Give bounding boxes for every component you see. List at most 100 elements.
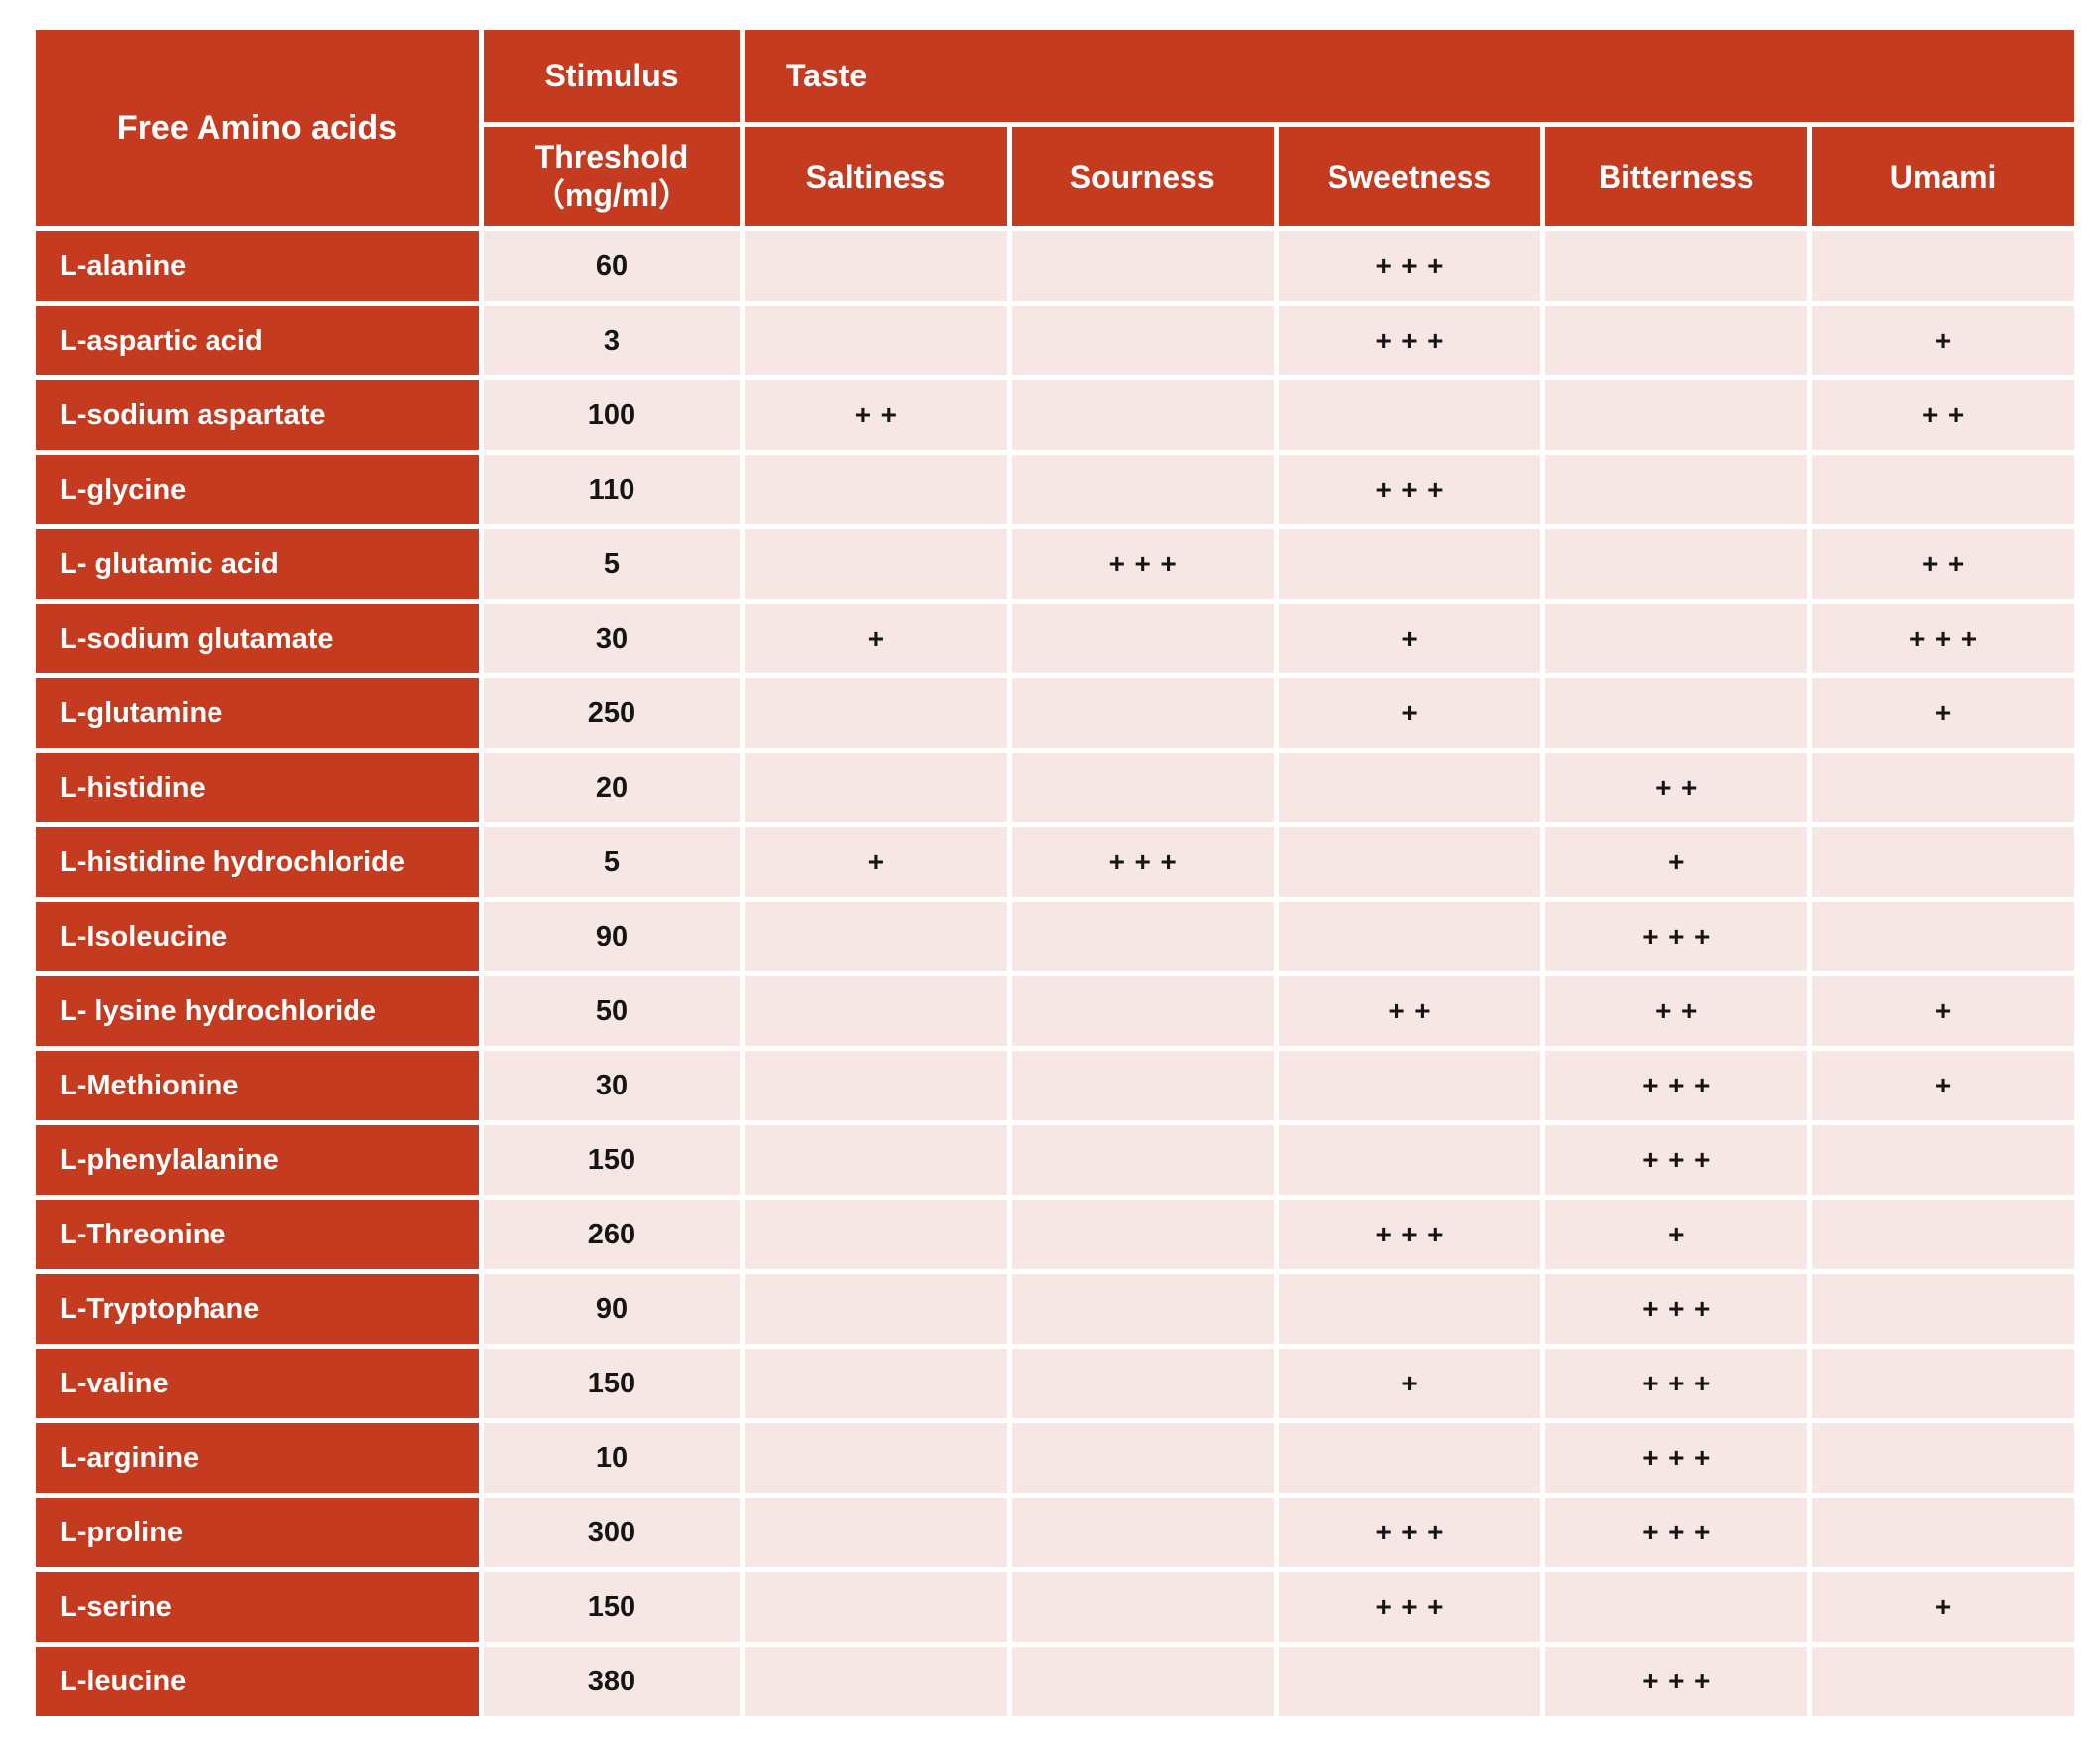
threshold-value: 90 bbox=[484, 1274, 740, 1344]
taste-cell-saltiness bbox=[745, 678, 1007, 748]
taste-cell-saltiness: + bbox=[745, 827, 1007, 897]
taste-cell-sourness bbox=[1011, 1647, 1274, 1716]
taste-cell-sweetness bbox=[1278, 380, 1541, 450]
taste-cell-umami bbox=[1812, 231, 2074, 301]
row-label: L-Methionine bbox=[36, 1051, 479, 1120]
row-label: L-sodium glutamate bbox=[36, 604, 479, 673]
amino-acid-taste-table: Free Amino acids Stimulus Taste Threshol… bbox=[36, 30, 2074, 1716]
taste-cell-bitterness: +++ bbox=[1545, 1647, 1808, 1716]
taste-cell-saltiness: + bbox=[745, 604, 1007, 673]
taste-cell-sourness bbox=[1011, 231, 1274, 301]
taste-cell-umami bbox=[1812, 827, 2074, 897]
taste-cell-sweetness: +++ bbox=[1278, 1572, 1541, 1642]
threshold-value: 5 bbox=[484, 827, 740, 897]
taste-cell-sourness bbox=[1011, 306, 1274, 375]
threshold-value: 250 bbox=[484, 678, 740, 748]
taste-cell-umami bbox=[1812, 1274, 2074, 1344]
taste-cell-sourness: +++ bbox=[1011, 827, 1274, 897]
threshold-value: 20 bbox=[484, 753, 740, 822]
taste-cell-sourness bbox=[1011, 1572, 1274, 1642]
row-label: L-Threonine bbox=[36, 1200, 479, 1269]
taste-cell-sweetness: + bbox=[1278, 678, 1541, 748]
row-label: L-proline bbox=[36, 1498, 479, 1567]
taste-cell-bitterness: ++ bbox=[1545, 976, 1808, 1046]
taste-cell-bitterness bbox=[1545, 380, 1808, 450]
taste-cell-sweetness bbox=[1278, 529, 1541, 599]
taste-cell-sourness bbox=[1011, 380, 1274, 450]
taste-cell-sweetness bbox=[1278, 1423, 1541, 1493]
column-header-saltiness: Saltiness bbox=[745, 127, 1007, 226]
taste-cell-bitterness bbox=[1545, 604, 1808, 673]
taste-cell-saltiness bbox=[745, 1349, 1007, 1418]
taste-cell-sourness bbox=[1011, 678, 1274, 748]
row-label: L-valine bbox=[36, 1349, 479, 1418]
taste-cell-saltiness bbox=[745, 753, 1007, 822]
taste-cell-umami bbox=[1812, 902, 2074, 971]
threshold-value: 150 bbox=[484, 1125, 740, 1195]
taste-cell-sourness bbox=[1011, 1498, 1274, 1567]
taste-cell-sweetness bbox=[1278, 1647, 1541, 1716]
taste-cell-sourness bbox=[1011, 1274, 1274, 1344]
row-label: L-phenylalanine bbox=[36, 1125, 479, 1195]
taste-cell-sweetness: ++ bbox=[1278, 976, 1541, 1046]
taste-cell-saltiness bbox=[745, 455, 1007, 524]
row-label: L-Isoleucine bbox=[36, 902, 479, 971]
row-label: L-alanine bbox=[36, 231, 479, 301]
taste-cell-bitterness bbox=[1545, 1572, 1808, 1642]
taste-cell-sourness bbox=[1011, 604, 1274, 673]
column-header-bitterness: Bitterness bbox=[1545, 127, 1808, 226]
column-header-umami: Umami bbox=[1812, 127, 2074, 226]
taste-cell-saltiness bbox=[745, 1498, 1007, 1567]
taste-cell-sweetness: +++ bbox=[1278, 306, 1541, 375]
threshold-value: 150 bbox=[484, 1349, 740, 1418]
taste-cell-sourness bbox=[1011, 1200, 1274, 1269]
taste-cell-sweetness: + bbox=[1278, 604, 1541, 673]
taste-cell-bitterness bbox=[1545, 678, 1808, 748]
taste-cell-umami bbox=[1812, 1349, 2074, 1418]
taste-cell-sweetness bbox=[1278, 1051, 1541, 1120]
row-label: L-glycine bbox=[36, 455, 479, 524]
taste-cell-bitterness: +++ bbox=[1545, 1125, 1808, 1195]
threshold-value: 3 bbox=[484, 306, 740, 375]
taste-cell-umami bbox=[1812, 1125, 2074, 1195]
taste-cell-saltiness bbox=[745, 1200, 1007, 1269]
taste-cell-saltiness bbox=[745, 976, 1007, 1046]
taste-cell-umami bbox=[1812, 1423, 2074, 1493]
taste-cell-sweetness: +++ bbox=[1278, 1200, 1541, 1269]
taste-cell-bitterness: + bbox=[1545, 827, 1808, 897]
taste-cell-sweetness bbox=[1278, 753, 1541, 822]
threshold-value: 380 bbox=[484, 1647, 740, 1716]
taste-cell-saltiness bbox=[745, 306, 1007, 375]
row-label: L-arginine bbox=[36, 1423, 479, 1493]
row-label: L-histidine hydrochloride bbox=[36, 827, 479, 897]
taste-cell-sourness bbox=[1011, 1125, 1274, 1195]
taste-cell-sweetness bbox=[1278, 1274, 1541, 1344]
taste-cell-umami bbox=[1812, 1647, 2074, 1716]
taste-cell-sweetness bbox=[1278, 827, 1541, 897]
taste-cell-umami bbox=[1812, 455, 2074, 524]
threshold-value: 5 bbox=[484, 529, 740, 599]
taste-cell-sweetness bbox=[1278, 902, 1541, 971]
taste-cell-saltiness bbox=[745, 1125, 1007, 1195]
taste-cell-saltiness: ++ bbox=[745, 380, 1007, 450]
row-label: L-glutamine bbox=[36, 678, 479, 748]
taste-cell-saltiness bbox=[745, 902, 1007, 971]
taste-cell-umami: + bbox=[1812, 678, 2074, 748]
threshold-value: 30 bbox=[484, 1051, 740, 1120]
taste-cell-sourness bbox=[1011, 1051, 1274, 1120]
taste-cell-bitterness: +++ bbox=[1545, 902, 1808, 971]
row-label: L- lysine hydrochloride bbox=[36, 976, 479, 1046]
stimulus-header: Stimulus bbox=[484, 30, 740, 122]
taste-cell-saltiness bbox=[745, 529, 1007, 599]
row-label: L-sodium aspartate bbox=[36, 380, 479, 450]
taste-cell-bitterness: +++ bbox=[1545, 1423, 1808, 1493]
taste-cell-saltiness bbox=[745, 1274, 1007, 1344]
taste-cell-umami: ++ bbox=[1812, 380, 2074, 450]
taste-cell-umami: + bbox=[1812, 1572, 2074, 1642]
taste-cell-bitterness: + bbox=[1545, 1200, 1808, 1269]
taste-cell-umami: + bbox=[1812, 1051, 2074, 1120]
taste-cell-bitterness: +++ bbox=[1545, 1274, 1808, 1344]
taste-cell-umami bbox=[1812, 1200, 2074, 1269]
taste-cell-sourness bbox=[1011, 976, 1274, 1046]
column-header-sourness: Sourness bbox=[1011, 127, 1274, 226]
